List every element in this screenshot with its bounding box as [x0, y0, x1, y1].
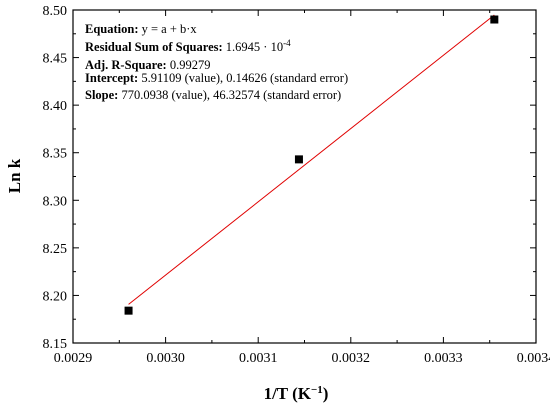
- x-axis-title: 1/T (K−1): [264, 384, 329, 403]
- x-tick-label: 0.0032: [332, 351, 371, 366]
- y-tick-label: 8.15: [43, 337, 68, 352]
- data-point: [490, 15, 499, 24]
- y-tick-label: 8.25: [43, 242, 68, 257]
- x-tick-label: 0.0034: [517, 351, 550, 366]
- data-point: [294, 155, 303, 164]
- annotation-rss: Residual Sum of Squares: 1.6945 · 10-4: [85, 38, 291, 54]
- y-tick-label: 8.45: [43, 52, 68, 67]
- annotation-equation: Equation: y = a + b·x: [85, 22, 197, 36]
- fit-layer: [128, 14, 495, 305]
- y-tick-label: 8.20: [43, 289, 68, 304]
- x-tick-label: 0.0031: [239, 351, 278, 366]
- x-tick-label: 0.0033: [424, 351, 463, 366]
- annotation-r2: Adj. R-Square: 0.99279: [85, 58, 210, 72]
- annotation-intercept: Intercept: 5.91109 (value), 0.14626 (sta…: [85, 71, 348, 85]
- fit-line: [128, 14, 495, 305]
- y-tick-label: 8.40: [43, 99, 68, 114]
- annotation-slope: Slope: 770.0938 (value), 46.32574 (stand…: [85, 88, 341, 102]
- y-tick-label: 8.50: [43, 4, 68, 19]
- data-point: [124, 306, 133, 315]
- axis-ticks: 0.0029 0.0030 0.0031 0.0032 0.0033 0.0034 8.15…: [43, 4, 550, 366]
- fit-annotation: Equation: y = a + b·x Residual Sum of Sq…: [85, 22, 348, 102]
- y-axis-title: Ln k: [5, 158, 24, 193]
- x-tick-label: 0.0029: [54, 351, 93, 366]
- x-tick-label: 0.0030: [146, 351, 185, 366]
- y-tick-label: 8.30: [43, 194, 68, 209]
- y-tick-label: 8.35: [43, 147, 68, 162]
- data-points: [124, 15, 499, 315]
